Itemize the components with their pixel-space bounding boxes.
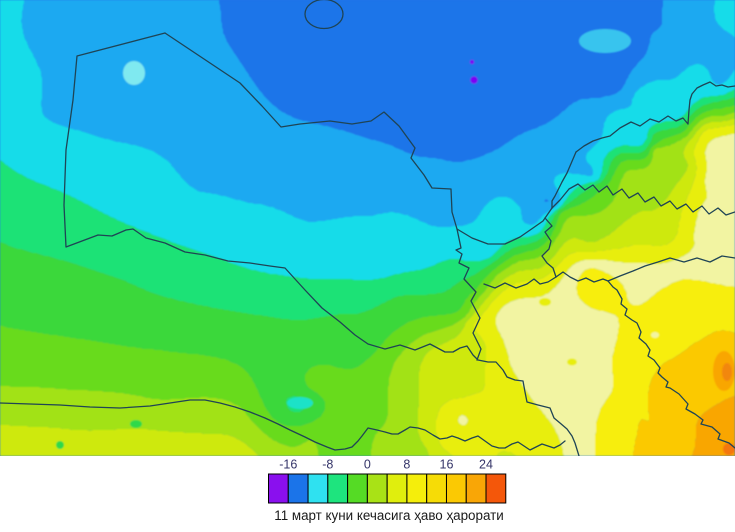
svg-text:8: 8 (403, 458, 410, 472)
svg-text:16: 16 (440, 458, 454, 472)
svg-text:0: 0 (364, 458, 371, 472)
svg-text:24: 24 (479, 458, 493, 472)
svg-text:-8: -8 (322, 458, 333, 472)
svg-text:-16: -16 (279, 458, 297, 472)
svg-text:11 март куни кечасига ҳаво ҳар: 11 март куни кечасига ҳаво ҳарорати (274, 508, 503, 523)
